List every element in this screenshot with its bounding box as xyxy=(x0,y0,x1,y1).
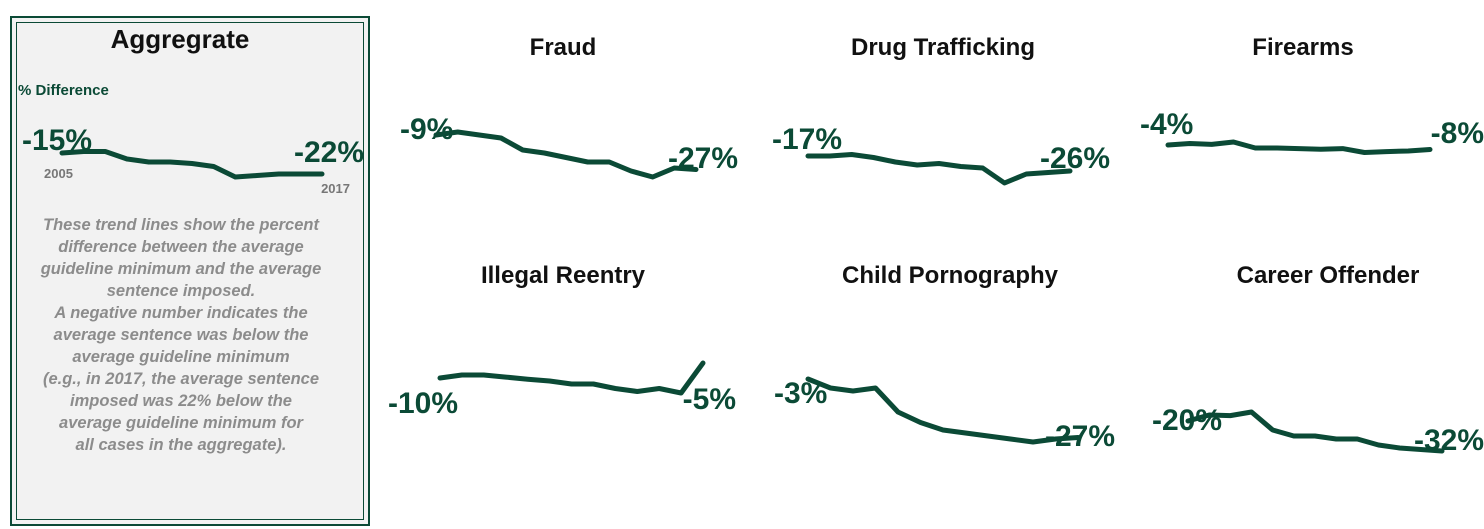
start-value-label: -9% xyxy=(400,113,453,146)
end-value-label: -5% xyxy=(683,383,736,416)
start-value-label: -15% xyxy=(22,124,92,157)
start-value-label: -4% xyxy=(1140,108,1193,141)
chart-title-child-pornography: Child Pornography xyxy=(842,262,1058,289)
start-year-label: 2005 xyxy=(44,166,73,181)
trend-line xyxy=(805,376,1081,445)
note-line: These trend lines show the percent xyxy=(43,216,319,234)
end-value-label: -22% xyxy=(294,136,364,169)
note-line: average guideline minimum xyxy=(72,348,290,366)
trend-line xyxy=(433,129,699,180)
note-line: imposed was 22% below the xyxy=(70,392,292,410)
end-year-label: 2017 xyxy=(321,181,350,196)
note-line: average sentence was below the xyxy=(53,326,309,344)
end-value-label: -27% xyxy=(668,142,738,175)
end-value-label: -8% xyxy=(1431,117,1484,150)
chart-title-drug-trafficking: Drug Trafficking xyxy=(850,34,1036,61)
note-line: average guideline minimum for xyxy=(59,414,303,432)
end-value-label: -27% xyxy=(1045,420,1115,453)
note-line: (e.g., in 2017, the average sentence xyxy=(42,370,320,388)
start-value-label: -10% xyxy=(388,387,458,420)
trend-line xyxy=(805,152,1073,186)
end-value-label: -32% xyxy=(1414,424,1484,457)
chart-title-illegal-reentry: Illegal Reentry xyxy=(480,262,646,289)
trend-line xyxy=(1165,139,1433,155)
trend-line xyxy=(1185,409,1445,454)
note-line: guideline minimum and the average xyxy=(40,260,322,278)
trend-line xyxy=(59,149,325,180)
aggregate-chart: -15% -22% 2005 2017 xyxy=(22,124,364,196)
note-line: difference between the average xyxy=(58,238,304,256)
note-line: A negative number indicates the xyxy=(54,304,308,322)
percent-difference-label: % Difference xyxy=(18,82,109,99)
aggregate-title: Aggregrate xyxy=(110,24,250,54)
end-value-label: -26% xyxy=(1040,142,1110,175)
chart-title-fraud: Fraud xyxy=(529,34,597,61)
start-value-label: -20% xyxy=(1152,404,1222,437)
trend-line xyxy=(437,360,706,396)
chart-title-firearms: Firearms xyxy=(1252,34,1354,61)
note-line: all cases in the aggregate). xyxy=(75,436,287,454)
note-line: sentence imposed. xyxy=(106,282,256,300)
start-value-label: -17% xyxy=(772,123,842,156)
start-value-label: -3% xyxy=(774,377,827,410)
chart-title-career-offender: Career Offender xyxy=(1236,262,1420,289)
aggregate-panel xyxy=(10,16,370,526)
explanatory-note: These trend lines show the percent diffe… xyxy=(22,214,340,456)
